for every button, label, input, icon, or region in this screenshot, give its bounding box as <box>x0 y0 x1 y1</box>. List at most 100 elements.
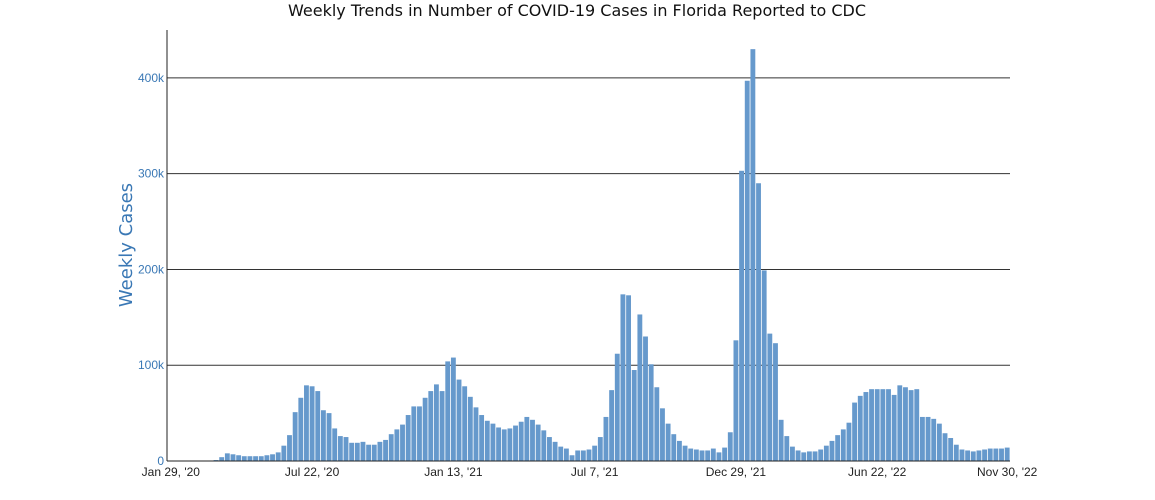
bar-89 <box>671 434 677 461</box>
bar-61 <box>513 425 518 461</box>
bar-72 <box>575 450 581 461</box>
bar-35 <box>366 444 372 461</box>
x-tick-label-0: Jan 29, '20 <box>142 465 201 479</box>
bar-76 <box>597 437 603 461</box>
bar-137 <box>942 433 948 461</box>
bar-80 <box>620 294 626 461</box>
bar-93 <box>693 449 699 461</box>
bar-47 <box>433 384 439 461</box>
bar-147 <box>999 448 1004 461</box>
bar-96 <box>710 448 716 461</box>
x-tick-label-4: Dec 29, '21 <box>706 465 767 479</box>
bar-119 <box>840 429 846 461</box>
bar-25 <box>309 386 315 461</box>
bar-11 <box>230 454 236 461</box>
bar-128 <box>891 394 897 461</box>
bar-39 <box>388 434 394 461</box>
bar-91 <box>682 445 688 461</box>
bar-100 <box>733 340 739 461</box>
bar-126 <box>880 389 886 461</box>
bar-67 <box>547 437 552 461</box>
bar-123 <box>863 392 869 461</box>
bar-27 <box>320 410 326 461</box>
bar-73 <box>580 450 586 461</box>
bar-103 <box>750 49 756 462</box>
bar-120 <box>846 422 852 461</box>
bar-56 <box>484 420 490 461</box>
bar-15 <box>253 456 259 461</box>
y-tick-label-4: 400k <box>138 71 165 85</box>
y-tick-label-2: 200k <box>138 262 165 276</box>
bar-30 <box>337 436 343 461</box>
bar-42 <box>405 415 411 461</box>
bar-28 <box>326 413 332 461</box>
bar-71 <box>569 455 575 461</box>
bar-38 <box>383 439 388 461</box>
bar-21 <box>287 435 292 461</box>
bar-148 <box>1004 447 1010 461</box>
bar-29 <box>332 428 338 461</box>
bar-146 <box>993 448 999 461</box>
bar-109 <box>784 436 790 461</box>
bar-133 <box>919 416 925 461</box>
bar-74 <box>586 449 592 461</box>
bar-83 <box>637 314 643 461</box>
bar-75 <box>592 445 598 461</box>
bar-108 <box>778 419 784 461</box>
bar-90 <box>676 440 682 461</box>
bar-110 <box>790 446 795 461</box>
bar-70 <box>563 448 569 461</box>
bar-77 <box>603 416 609 461</box>
bar-141 <box>965 450 971 461</box>
bar-23 <box>298 397 304 461</box>
bar-9 <box>219 457 225 461</box>
bar-46 <box>428 391 434 461</box>
bar-99 <box>727 432 733 461</box>
bar-127 <box>886 389 891 461</box>
bar-82 <box>631 370 637 461</box>
bar-112 <box>801 452 807 461</box>
bar-122 <box>857 395 863 461</box>
bar-63 <box>524 416 530 461</box>
bar-85 <box>648 364 654 461</box>
bar-143 <box>976 450 982 461</box>
bar-116 <box>823 445 829 461</box>
y-tick-label-3: 300k <box>138 167 165 181</box>
bar-65 <box>535 424 541 461</box>
bar-58 <box>496 427 502 461</box>
bar-134 <box>925 416 931 461</box>
bar-40 <box>394 429 400 461</box>
bar-20 <box>281 445 287 461</box>
bar-51 <box>456 379 462 461</box>
bar-98 <box>722 447 728 461</box>
bar-52 <box>462 386 468 461</box>
bar-92 <box>688 448 694 461</box>
x-tick-label-6: Nov 30, '22 <box>977 465 1038 479</box>
bar-117 <box>829 440 835 461</box>
axes <box>166 30 1010 462</box>
bar-34 <box>360 441 366 461</box>
bar-31 <box>343 437 349 461</box>
y-axis-label: Weekly Cases <box>116 183 137 307</box>
bar-41 <box>400 424 405 461</box>
x-tick-labels: Jan 29, '20 Jul 22, '20 Jan 13, '21 Jul 7, … <box>142 465 1038 479</box>
bar-43 <box>411 406 417 461</box>
bar-125 <box>874 389 880 461</box>
bar-78 <box>609 390 615 461</box>
bar-62 <box>518 421 524 461</box>
bar-33 <box>354 442 360 461</box>
bar-138 <box>948 438 954 461</box>
bar-44 <box>417 406 422 461</box>
bar-12 <box>236 455 242 461</box>
bar-106 <box>767 333 773 461</box>
bar-88 <box>665 423 671 461</box>
bar-53 <box>467 396 473 461</box>
bar-95 <box>705 450 711 461</box>
bar-36 <box>371 444 377 461</box>
bar-111 <box>795 450 801 461</box>
bar-94 <box>699 450 705 461</box>
bar-57 <box>490 423 496 461</box>
bar-114 <box>812 451 818 461</box>
bar-105 <box>761 270 767 461</box>
